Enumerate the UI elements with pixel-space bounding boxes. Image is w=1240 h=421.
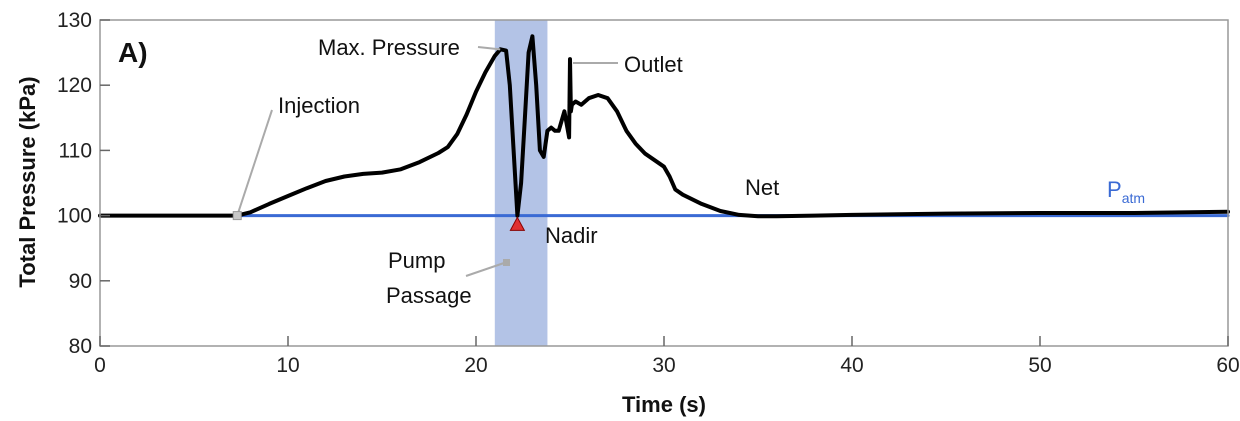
pump-label: Pump — [388, 248, 445, 273]
nadir-label: Nadir — [545, 223, 598, 248]
nadir-marker — [509, 216, 526, 231]
x-tick-label-10: 10 — [276, 354, 299, 377]
annotation-layer — [232, 46, 618, 277]
patm-sub: atm — [1122, 190, 1145, 206]
x-tick-label-60: 60 — [1216, 354, 1239, 377]
panel-label: A) — [118, 37, 148, 68]
passage-label: Passage — [386, 283, 472, 308]
max-pressure-leader — [477, 46, 501, 51]
y-axis-title: Total Pressure (kPa) — [15, 76, 40, 287]
total-pressure-line — [98, 34, 1230, 219]
injection-label: Injection — [278, 93, 360, 118]
y-tick-label-90: 90 — [69, 270, 92, 293]
axes-layer: 0 10 20 30 40 50 60 80 90 100 110 120 130 — [57, 9, 1240, 377]
x-axis-title: Time (s) — [622, 392, 706, 417]
pump-passage-marker — [503, 259, 510, 266]
series-layer — [98, 34, 1230, 219]
y-tick-label-100: 100 — [57, 205, 92, 228]
x-tick-label-20: 20 — [464, 354, 487, 377]
net-label: Net — [745, 175, 779, 200]
patm-main: P — [1107, 177, 1122, 202]
y-tick-label-120: 120 — [57, 74, 92, 97]
x-tick-label-50: 50 — [1028, 354, 1051, 377]
x-tick-label-30: 30 — [652, 354, 675, 377]
injection-leader — [236, 109, 273, 216]
y-tick-label-110: 110 — [59, 139, 92, 162]
pump-passage-leader — [465, 262, 505, 277]
injection-marker — [232, 211, 242, 221]
max-pressure-label: Max. Pressure — [318, 35, 460, 60]
outlet-label: Outlet — [624, 52, 683, 77]
x-tick-label-40: 40 — [840, 354, 863, 377]
patm-label: Patm — [1107, 177, 1145, 206]
y-tick-label-130: 130 — [57, 9, 92, 32]
x-tick-label-0: 0 — [94, 354, 106, 377]
y-tick-label-80: 80 — [69, 335, 92, 358]
